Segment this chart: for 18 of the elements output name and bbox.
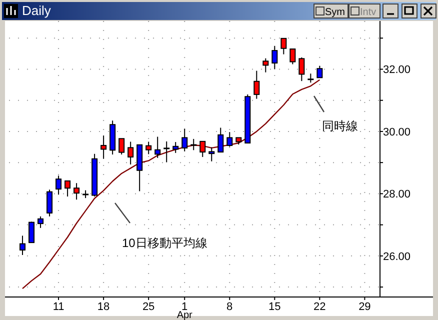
x-tick-label: 22 <box>314 301 326 313</box>
x-tick-label: 1 <box>182 301 188 313</box>
x-tick-label: 25 <box>142 301 155 313</box>
y-tick-label: 26.00 <box>383 250 411 263</box>
x-tick-label: 11 <box>52 301 64 313</box>
x-tick-label: 8 <box>226 301 233 313</box>
annotation: 10日移動平均線 <box>122 236 208 250</box>
y-tick-label: 32.00 <box>383 64 411 76</box>
x-tick-label: 29 <box>358 301 371 313</box>
text: Apr <box>176 310 194 320</box>
y-tick-label: 30.00 <box>383 126 411 138</box>
x-tick-label: 15 <box>268 301 281 313</box>
title: Daily <box>22 3 51 18</box>
y-tick-label: 28.00 <box>383 188 411 201</box>
x-tick-label: 18 <box>97 301 110 313</box>
text: Intv <box>360 7 376 18</box>
text: Sym <box>325 7 345 18</box>
annotation: 同時線 <box>322 119 358 133</box>
